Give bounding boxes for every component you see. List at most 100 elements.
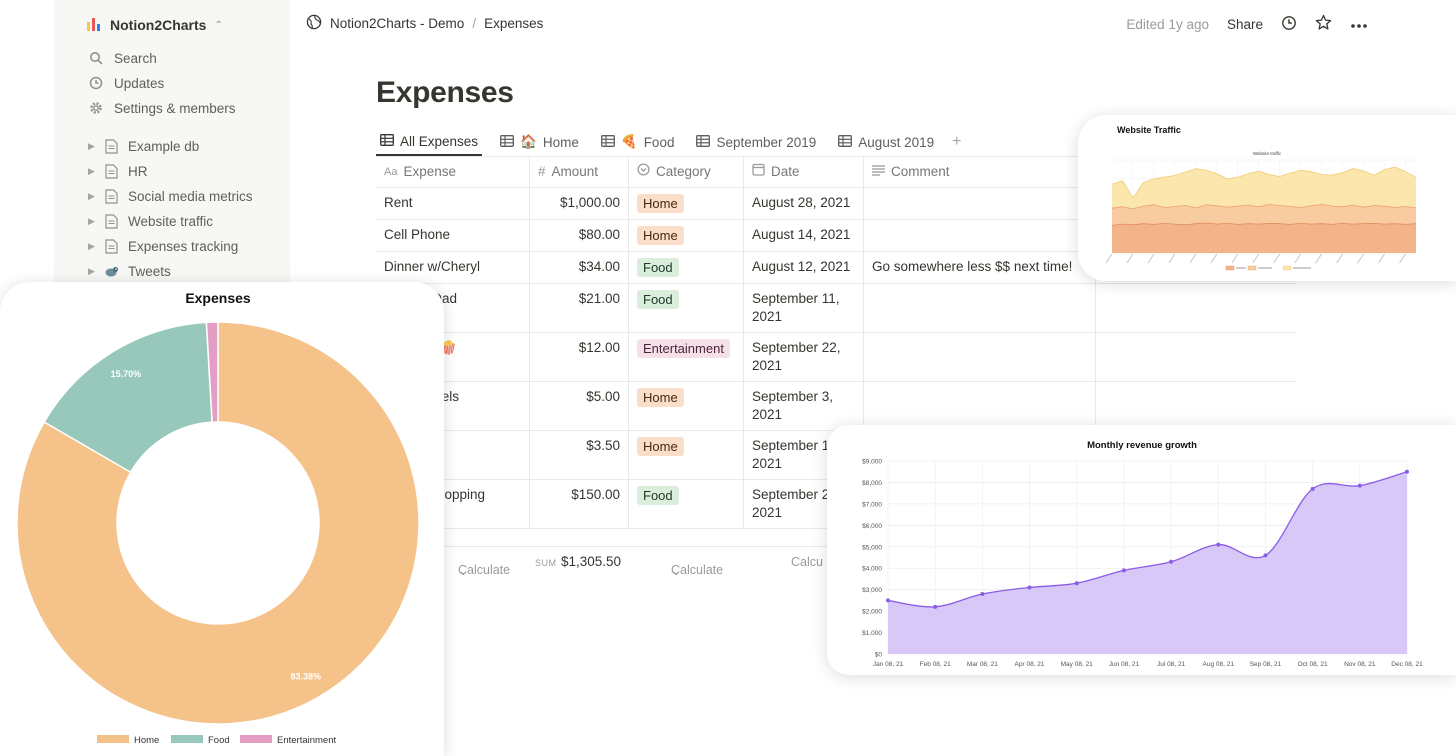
expand-arrow-icon[interactable]: ▶: [88, 190, 95, 201]
amount-cell[interactable]: $34.00: [530, 252, 629, 283]
nav-settings[interactable]: Settings & members: [88, 96, 236, 120]
category-cell[interactable]: Food: [629, 284, 744, 332]
revenue-point[interactable]: [933, 604, 938, 609]
legend-label-food[interactable]: Food: [208, 735, 230, 746]
expense-cell[interactable]: Cell Phone: [376, 220, 530, 251]
table-row[interactable]: Dinner w/Cheryl $34.00 Food August 12, 2…: [376, 252, 1296, 284]
sidebar-page-expenses-tracking[interactable]: ▶ Expenses tracking: [88, 234, 238, 258]
amount-cell[interactable]: $150.00: [530, 480, 629, 528]
chevron-down-icon: ⌄: [458, 564, 469, 578]
revenue-point[interactable]: [1027, 585, 1032, 590]
star-icon[interactable]: [1315, 14, 1332, 34]
expand-arrow-icon[interactable]: ▶: [88, 215, 95, 226]
column-date[interactable]: Date: [744, 157, 864, 187]
revenue-point[interactable]: [886, 598, 890, 603]
sidebar-page-example-db[interactable]: ▶ Example db: [88, 134, 199, 158]
add-view-icon[interactable]: +: [952, 133, 962, 150]
expand-arrow-icon[interactable]: ▶: [88, 140, 95, 151]
expand-arrow-icon[interactable]: ▶: [88, 240, 95, 251]
expense-cell[interactable]: Dinner w/Cheryl: [376, 252, 530, 283]
table-row[interactable]: /Dad $21.00 Food September 11, 2021: [376, 284, 1296, 333]
donut-slice-food[interactable]: [43, 321, 213, 474]
comment-cell[interactable]: [864, 220, 1096, 251]
amount-cell[interactable]: $1,000.00: [530, 188, 629, 219]
category-cell[interactable]: Food: [629, 480, 744, 528]
calculate-date[interactable]: Calcu: [791, 555, 823, 569]
workspace-switcher[interactable]: Notion2Charts ⌃: [86, 14, 223, 36]
expense-cell[interactable]: 🍿: [376, 333, 530, 381]
category-cell[interactable]: Home: [629, 220, 744, 251]
comment-cell[interactable]: Go somewhere less $$ next time!: [864, 252, 1096, 283]
revenue-point[interactable]: [980, 591, 985, 596]
table-row[interactable]: Cell Phone $80.00 Home August 14, 2021: [376, 220, 1296, 252]
comment-cell[interactable]: [864, 188, 1096, 219]
globe-icon: [306, 14, 322, 33]
amount-cell[interactable]: $3.50: [530, 431, 629, 479]
column-comment[interactable]: Comment: [864, 157, 1096, 187]
legend-label-entertainment[interactable]: Entertainment: [277, 735, 337, 746]
sidebar-page-website-traffic[interactable]: ▶ Website traffic: [88, 209, 213, 233]
nav-search[interactable]: Search: [88, 46, 157, 70]
comment-cell[interactable]: [864, 284, 1096, 332]
column-expense[interactable]: Aa Expense: [376, 157, 530, 187]
date-cell[interactable]: August 12, 2021: [744, 252, 864, 283]
tab-august-2019[interactable]: August 2019: [834, 128, 938, 156]
amount-cell[interactable]: $21.00: [530, 284, 629, 332]
date-cell[interactable]: September 3, 2021: [744, 382, 864, 430]
expense-cell[interactable]: els: [376, 382, 530, 430]
date-cell[interactable]: September 22, 2021: [744, 333, 864, 381]
amount-cell[interactable]: $5.00: [530, 382, 629, 430]
donut-slice-entertainment[interactable]: [205, 321, 219, 423]
tab-all-expenses[interactable]: All Expenses: [376, 128, 483, 156]
revenue-point[interactable]: [1121, 568, 1126, 573]
comment-cell[interactable]: [864, 333, 1096, 381]
table-row[interactable]: els $5.00 Home September 3, 2021: [376, 382, 1296, 431]
expense-cell[interactable]: [376, 431, 530, 479]
expense-cell[interactable]: opping: [376, 480, 530, 528]
page-icon: [102, 163, 120, 179]
revenue-point[interactable]: [1263, 553, 1268, 558]
revenue-point[interactable]: [1074, 581, 1079, 586]
category-cell[interactable]: Home: [629, 382, 744, 430]
comment-cell[interactable]: [864, 382, 1096, 430]
revenue-point[interactable]: [1310, 486, 1315, 491]
sum-value[interactable]: $1,305.50: [561, 554, 622, 569]
breadcrumb-workspace[interactable]: Notion2Charts - Demo: [330, 16, 465, 31]
date-cell[interactable]: August 28, 2021: [744, 188, 864, 219]
nav-updates[interactable]: Updates: [88, 71, 164, 95]
tab-home[interactable]: 🏠 Home: [496, 128, 583, 156]
date-cell[interactable]: September 11, 2021: [744, 284, 864, 332]
amount-cell[interactable]: $80.00: [530, 220, 629, 251]
revenue-point[interactable]: [1216, 542, 1221, 547]
tab-september-2019[interactable]: September 2019: [692, 128, 820, 156]
breadcrumb-page[interactable]: Expenses: [484, 16, 544, 31]
legend-label-home[interactable]: Home: [134, 735, 159, 746]
sidebar-page-hr[interactable]: ▶ HR: [88, 159, 148, 183]
column-amount[interactable]: # Amount: [530, 157, 629, 187]
category-cell[interactable]: Home: [629, 431, 744, 479]
category-cell[interactable]: Entertainment: [629, 333, 744, 381]
tab-label: Food: [643, 134, 675, 150]
tab-food[interactable]: 🍕 Food: [597, 128, 679, 156]
expand-arrow-icon[interactable]: ▶: [88, 165, 95, 176]
expense-cell[interactable]: Rent: [376, 188, 530, 219]
revenue-point[interactable]: [1169, 559, 1174, 564]
date-cell[interactable]: August 14, 2021: [744, 220, 864, 251]
table-row[interactable]: 🍿 $12.00 Entertainment September 22, 202…: [376, 333, 1296, 382]
category-cell[interactable]: Food: [629, 252, 744, 283]
expand-arrow-icon[interactable]: ▶: [88, 265, 95, 276]
revenue-point[interactable]: [1405, 469, 1409, 474]
table-row[interactable]: Rent $1,000.00 Home August 28, 2021: [376, 188, 1296, 220]
more-options-icon[interactable]: [1350, 17, 1368, 32]
amount-cell[interactable]: $12.00: [530, 333, 629, 381]
category-cell[interactable]: Home: [629, 188, 744, 219]
share-button[interactable]: Share: [1226, 16, 1263, 32]
donut-slice-home[interactable]: [16, 321, 420, 725]
sidebar-page-social-media[interactable]: ▶ Social media metrics: [88, 184, 253, 208]
y-tick-label: $9,000: [862, 459, 882, 466]
legend-swatch: [1247, 265, 1257, 271]
history-icon[interactable]: [1281, 15, 1297, 34]
revenue-point[interactable]: [1357, 483, 1362, 488]
sidebar-page-tweets[interactable]: ▶ Tweets: [88, 259, 171, 283]
column-category[interactable]: Category: [629, 157, 744, 187]
